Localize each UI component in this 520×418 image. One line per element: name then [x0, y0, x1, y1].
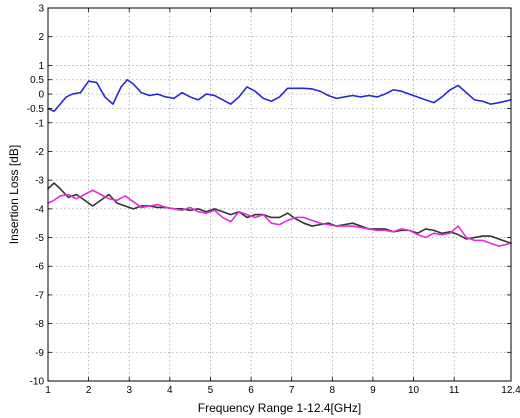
- y-tick-label: -2: [35, 147, 44, 158]
- y-tick-label: -9: [35, 348, 44, 359]
- y-tick-label: 0.5: [30, 75, 44, 86]
- y-tick-label: 1: [38, 61, 44, 72]
- y-tick-label: -1: [35, 118, 44, 129]
- y-tick-label: -6: [35, 262, 44, 273]
- x-tick-label: 3: [126, 385, 132, 396]
- series-line-2: [47, 182, 512, 245]
- x-tick-label: 7: [289, 385, 295, 396]
- x-tick-label: 12.4: [501, 385, 520, 396]
- x-tick-label: 8: [330, 385, 336, 396]
- x-tick-label: 2: [86, 385, 92, 396]
- y-tick-label: 2: [38, 32, 44, 43]
- y-tick-label: 0: [38, 90, 44, 101]
- frame-layer: [47, 7, 512, 382]
- y-tick-label: -8: [35, 319, 44, 330]
- series-layer: [47, 78, 512, 247]
- y-tick-label: -7: [35, 290, 44, 301]
- label-layer: Frequency Range 1-12.4[GHz] Insertion Lo…: [7, 145, 361, 415]
- x-axis-title: Frequency Range 1-12.4[GHz]: [198, 401, 361, 415]
- y-tick-label: -4: [35, 204, 44, 215]
- y-tick-label: -5: [35, 233, 44, 244]
- x-tick-label: 1: [45, 385, 51, 396]
- x-tick-label: 6: [248, 385, 254, 396]
- x-tick-label: 5: [208, 385, 214, 396]
- grid-layer: [48, 8, 511, 381]
- x-tick-label: 10: [408, 385, 420, 396]
- y-tick-label: -3: [35, 176, 44, 187]
- y-tick-label: -10: [30, 377, 45, 388]
- y-tick-label: 3: [38, 4, 44, 15]
- x-tick-label: 11: [449, 385, 460, 396]
- y-axis-title: Insertion Loss [dB]: [7, 145, 21, 244]
- plot-frame: [47, 7, 512, 382]
- x-tick-label: 4: [167, 385, 173, 396]
- tick-layer: 1 2 3 4 5 6 7 8 9 10 11 12.4 3 2 1 0.5 0 -0.5 -1 -2 -3 -4 -5 -6…: [27, 4, 520, 397]
- series-line-1: [47, 78, 512, 113]
- y-tick-label: -0.5: [27, 104, 45, 115]
- series-line-3: [47, 189, 512, 247]
- x-tick-label: 9: [370, 385, 376, 396]
